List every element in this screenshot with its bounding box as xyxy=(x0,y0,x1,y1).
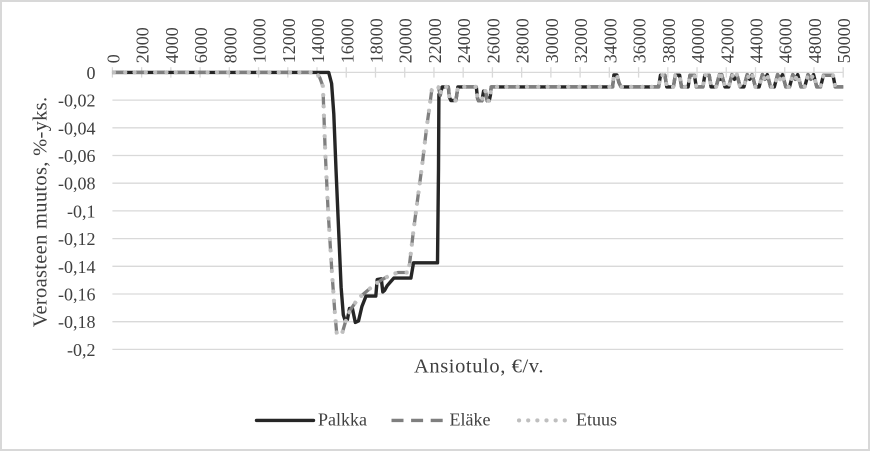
svg-text:-0,12: -0,12 xyxy=(58,229,96,249)
svg-text:0: 0 xyxy=(103,54,123,63)
svg-text:46000: 46000 xyxy=(776,18,796,63)
svg-text:8000: 8000 xyxy=(220,27,240,63)
svg-text:34000: 34000 xyxy=(600,18,620,63)
svg-text:20000: 20000 xyxy=(396,18,416,63)
svg-text:4000: 4000 xyxy=(162,27,182,63)
svg-text:18000: 18000 xyxy=(367,18,387,63)
svg-text:40000: 40000 xyxy=(688,18,708,63)
svg-text:Palkka: Palkka xyxy=(318,410,367,430)
svg-text:44000: 44000 xyxy=(747,18,767,63)
svg-text:-0,04: -0,04 xyxy=(58,118,96,138)
svg-text:Etuus: Etuus xyxy=(576,410,617,430)
svg-text:12000: 12000 xyxy=(279,18,299,63)
svg-text:38000: 38000 xyxy=(659,18,679,63)
svg-text:16000: 16000 xyxy=(337,18,357,63)
svg-text:-0,1: -0,1 xyxy=(67,201,96,221)
svg-text:28000: 28000 xyxy=(513,18,533,63)
svg-text:Veroasteen muutos, %-yks.: Veroasteen muutos, %-yks. xyxy=(30,97,52,328)
svg-text:-0,08: -0,08 xyxy=(58,174,96,194)
svg-text:26000: 26000 xyxy=(483,18,503,63)
svg-text:42000: 42000 xyxy=(717,18,737,63)
svg-text:30000: 30000 xyxy=(542,18,562,63)
svg-text:-0,14: -0,14 xyxy=(58,257,96,277)
svg-text:10000: 10000 xyxy=(250,18,270,63)
svg-text:48000: 48000 xyxy=(805,18,825,63)
svg-text:14000: 14000 xyxy=(308,18,328,63)
svg-text:-0,18: -0,18 xyxy=(58,312,96,332)
svg-text:-0,06: -0,06 xyxy=(58,146,96,166)
svg-text:24000: 24000 xyxy=(454,18,474,63)
svg-text:32000: 32000 xyxy=(571,18,591,63)
svg-text:2000: 2000 xyxy=(133,27,153,63)
svg-text:Ansiotulo, €/v.: Ansiotulo, €/v. xyxy=(414,356,544,378)
svg-text:36000: 36000 xyxy=(630,18,650,63)
svg-text:6000: 6000 xyxy=(191,27,211,63)
svg-text:Eläke: Eläke xyxy=(450,410,491,430)
svg-text:-0,16: -0,16 xyxy=(58,285,96,305)
svg-text:0: 0 xyxy=(87,63,96,83)
svg-text:-0,02: -0,02 xyxy=(58,91,96,111)
svg-text:22000: 22000 xyxy=(425,18,445,63)
svg-text:-0,2: -0,2 xyxy=(67,340,96,360)
svg-text:50000: 50000 xyxy=(834,18,854,63)
